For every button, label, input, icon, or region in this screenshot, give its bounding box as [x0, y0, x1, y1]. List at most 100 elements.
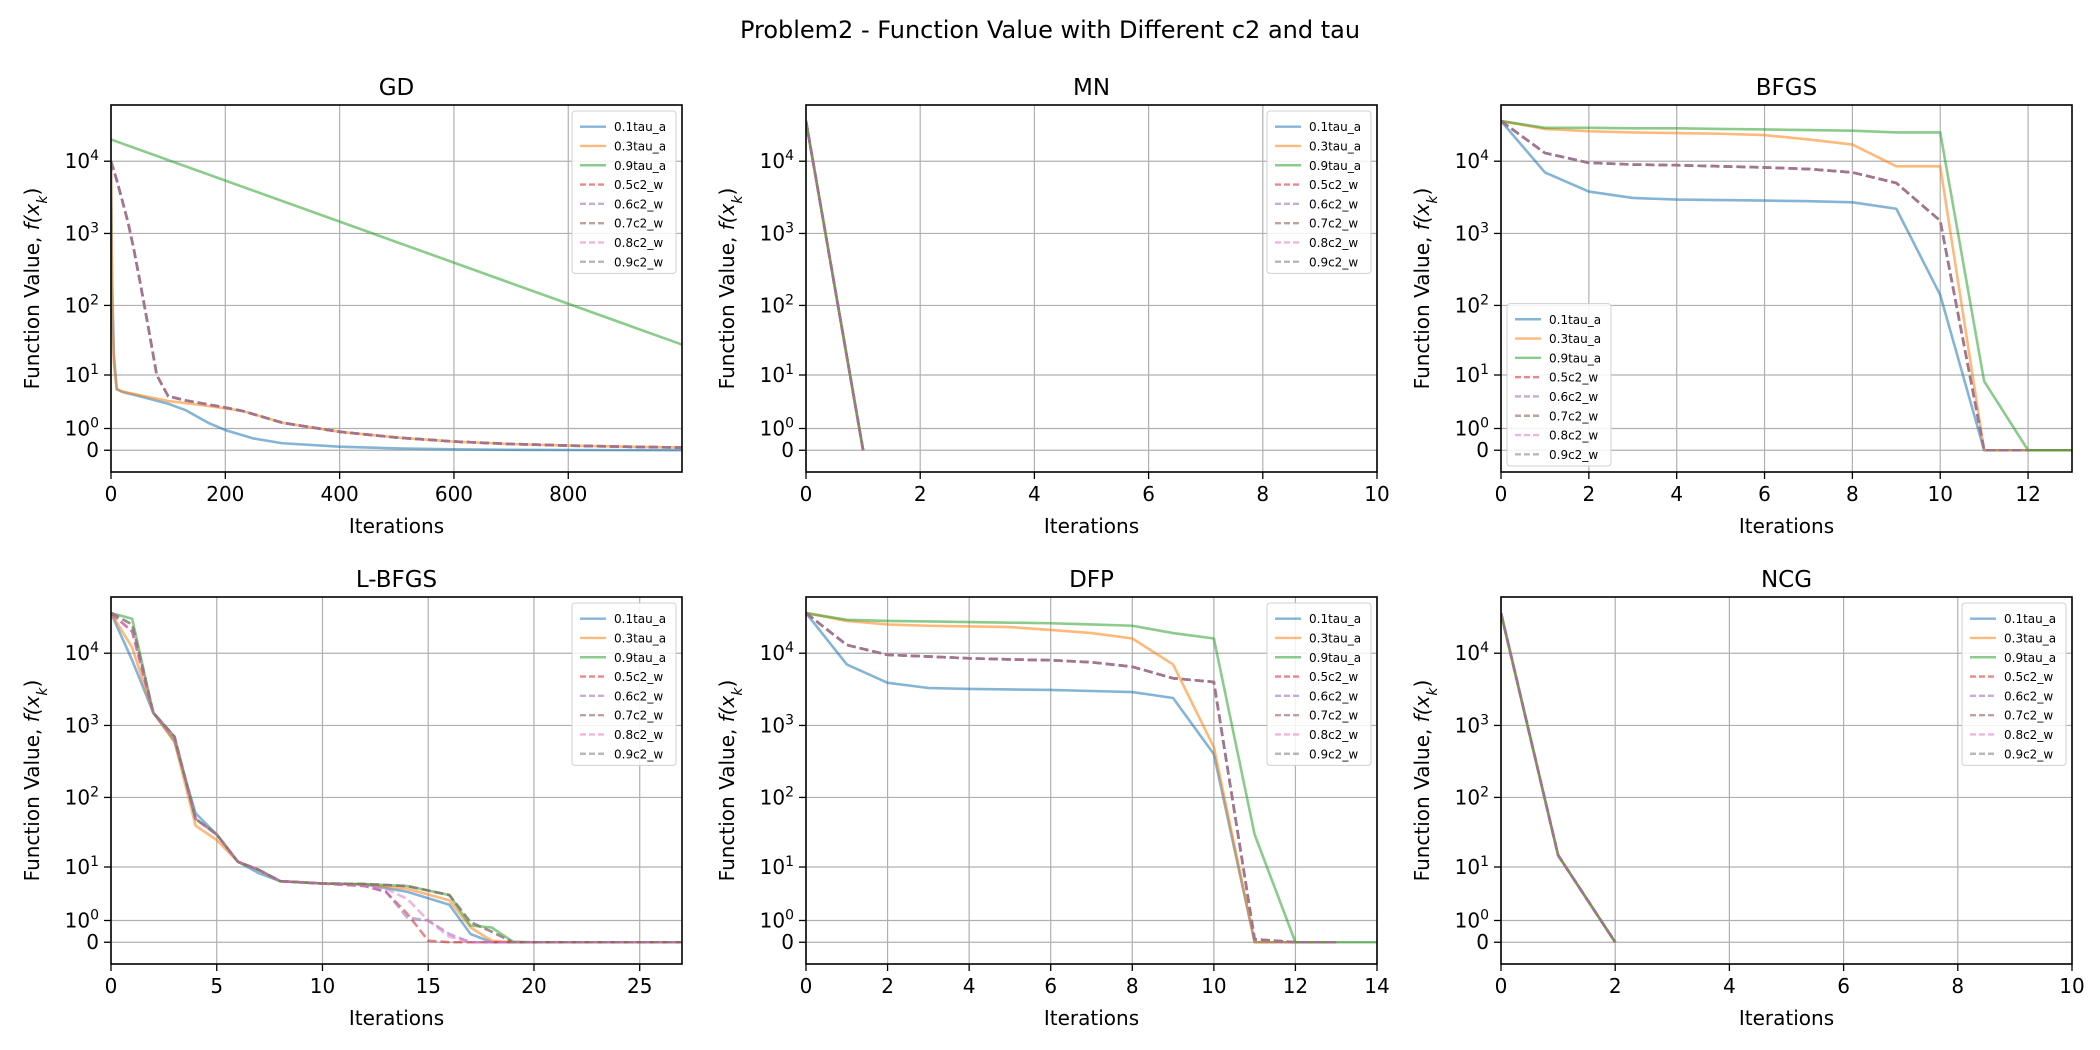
y-axis-label: Function Value, f(xk) — [715, 680, 746, 882]
legend-label: 0.7c2_w — [2004, 709, 2053, 723]
subplot-title: NCG — [1761, 567, 1812, 593]
axes-frame — [1500, 596, 2073, 965]
x-tick-label: 6 — [1142, 482, 1155, 506]
subplot-title: GD — [379, 75, 415, 101]
legend-label: 0.9c2_w — [2004, 747, 2053, 761]
subplot-title: DFP — [1069, 567, 1114, 593]
legend-box — [571, 110, 677, 274]
subplot-title: BFGS — [1756, 75, 1817, 101]
y-tick-label: 100 — [65, 907, 99, 932]
y-tick-label: 0 — [1476, 930, 1489, 954]
y-tick-label: 103 — [760, 712, 794, 737]
series-group — [1501, 119, 2072, 452]
series-group — [806, 120, 865, 451]
y-tick-label: 104 — [65, 148, 99, 173]
x-tick-label: 400 — [321, 482, 359, 506]
legend-box — [1266, 110, 1372, 274]
y-tick-label: 102 — [65, 784, 99, 809]
x-tick-label: 800 — [549, 482, 587, 506]
series-line-09c2_w — [1501, 612, 1617, 943]
series-group — [1501, 612, 1617, 943]
legend-label: 0.8c2_w — [2004, 728, 2053, 742]
x-tick-label: 10 — [2059, 974, 2084, 998]
x-tick-label: 6 — [1837, 974, 1850, 998]
y-tick-label: 101 — [1455, 362, 1489, 387]
legend-label: 0.3tau_a — [614, 631, 666, 645]
y-tick-label: 102 — [760, 292, 794, 317]
x-tick-label: 14 — [1364, 974, 1389, 998]
series-group — [806, 611, 1377, 944]
x-axis-label: Iterations — [1739, 514, 1834, 538]
y-tick-label: 100 — [1455, 415, 1489, 440]
subplot-ncg: 0 2 4 6 8 100100101102103104NCGIterationsFunc… — [1410, 567, 2085, 1030]
x-tick-label: 0 — [105, 482, 118, 506]
y-tick-label: 103 — [65, 220, 99, 245]
y-tick-label: 100 — [65, 415, 99, 440]
y-tick-label: 0 — [86, 930, 99, 954]
figure-suptitle: Problem2 - Function Value with Different… — [740, 16, 1360, 44]
x-tick-label: 5 — [210, 974, 223, 998]
legend-label: 0.1tau_a — [2004, 612, 2056, 626]
x-tick-label: 12 — [1283, 974, 1308, 998]
y-tick-label: 104 — [65, 640, 99, 665]
subplot-gd: 0 200 400 600 8000100101102103104GDIteration… — [20, 75, 683, 538]
legend-label: 0.3tau_a — [614, 139, 666, 153]
legend-label: 0.1tau_a — [1309, 120, 1361, 134]
series-line-09c2_w — [806, 120, 865, 451]
y-tick-label: 102 — [760, 784, 794, 809]
x-tick-label: 8 — [1951, 974, 1964, 998]
legend-label: 0.8c2_w — [614, 728, 663, 742]
y-tick-label: 100 — [1455, 907, 1489, 932]
x-axis-label: Iterations — [1044, 1006, 1139, 1030]
y-tick-label: 103 — [65, 712, 99, 737]
legend-label: 0.5c2_w — [1309, 670, 1358, 684]
x-tick-label: 0 — [1495, 482, 1508, 506]
legend-label: 0.6c2_w — [1309, 197, 1358, 211]
y-axis-label: Function Value, f(xk) — [1410, 188, 1441, 390]
x-tick-label: 4 — [1028, 482, 1041, 506]
series-group — [111, 611, 682, 944]
legend: 0.1tau_a 0.3tau_a 0.9tau_a 0.5c2_w 0.6c2_w 0.… — [571, 602, 677, 766]
legend-label: 0.7c2_w — [614, 217, 663, 231]
legend: 0.1tau_a 0.3tau_a 0.9tau_a 0.5c2_w 0.6c2_w 0.… — [1266, 110, 1372, 274]
y-tick-label: 103 — [1455, 220, 1489, 245]
y-tick-label: 0 — [781, 438, 794, 462]
legend-label: 0.1tau_a — [1549, 313, 1601, 327]
y-tick-label: 101 — [760, 854, 794, 879]
x-tick-label: 8 — [1256, 482, 1269, 506]
x-tick-label: 10 — [1201, 974, 1226, 998]
x-tick-label: 2 — [881, 974, 894, 998]
y-tick-label: 104 — [760, 148, 794, 173]
legend-label: 0.3tau_a — [1309, 139, 1361, 153]
y-tick-label: 103 — [760, 220, 794, 245]
y-tick-label: 104 — [1455, 148, 1489, 173]
x-tick-label: 12 — [2015, 482, 2040, 506]
legend-label: 0.5c2_w — [614, 178, 663, 192]
legend-box — [1961, 602, 2067, 766]
axes-frame — [805, 596, 1378, 965]
legend-label: 0.9tau_a — [1309, 159, 1361, 173]
series-line-09tau_a — [806, 611, 1377, 944]
x-tick-label: 4 — [963, 974, 976, 998]
legend-label: 0.1tau_a — [1309, 612, 1361, 626]
y-tick-label: 0 — [781, 930, 794, 954]
subplot-l-bfgs: 0 5 10 15 20 250100101102103104L-BFGSIteratio… — [20, 567, 683, 1030]
legend-label: 0.8c2_w — [1309, 728, 1358, 742]
legend-label: 0.1tau_a — [614, 612, 666, 626]
legend-label: 0.3tau_a — [1309, 631, 1361, 645]
y-tick-label: 102 — [1455, 784, 1489, 809]
series-line-01tau_a — [1501, 120, 2072, 452]
x-axis-label: Iterations — [349, 1006, 444, 1030]
axes-frame — [1500, 104, 2073, 473]
y-tick-label: 102 — [65, 292, 99, 317]
axes-frame — [110, 596, 683, 965]
subplot-bfgs: 0 2 4 6 8 10 120100101102103104BFGSIterationsF… — [1410, 75, 2073, 538]
legend-box — [571, 602, 677, 766]
subplot-mn: 0 2 4 6 8 100100101102103104MNIterationsFunct… — [715, 75, 1390, 538]
legend-box — [1266, 602, 1372, 766]
legend-label: 0.8c2_w — [1309, 236, 1358, 250]
legend-label: 0.9tau_a — [614, 159, 666, 173]
legend-label: 0.7c2_w — [1309, 217, 1358, 231]
y-tick-label: 0 — [86, 438, 99, 462]
